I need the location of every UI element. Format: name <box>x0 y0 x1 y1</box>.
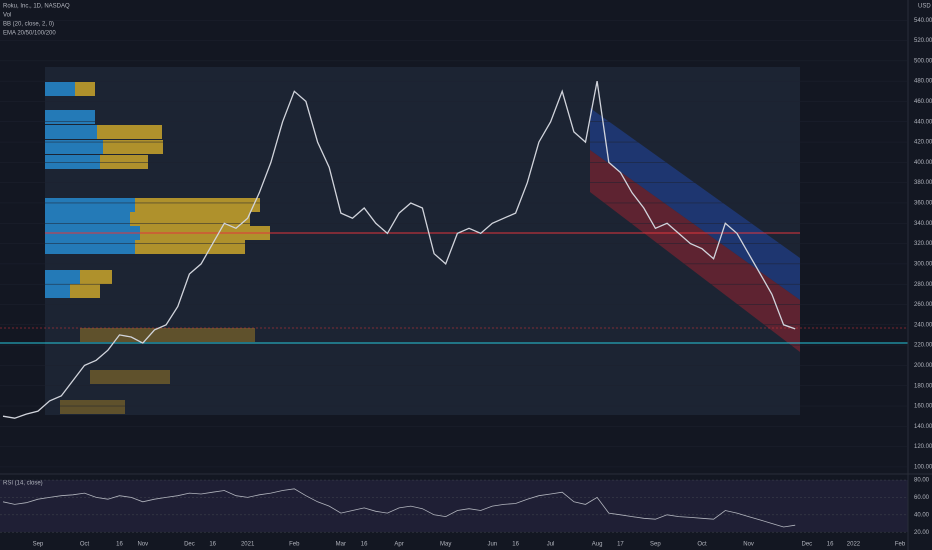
x-tick-label: 17 <box>617 542 624 548</box>
y-tick-label: 480.00 <box>914 79 932 85</box>
y-tick-label: 300.00 <box>914 261 932 267</box>
x-tick-label: Aug <box>592 542 603 548</box>
currency: USD <box>918 4 931 10</box>
indicator-label: EMA 20/50/100/200 <box>3 31 56 37</box>
y-tick-label: 120.00 <box>914 444 932 450</box>
y-tick-label: 320.00 <box>914 241 932 247</box>
x-tick-label: 16 <box>116 542 123 548</box>
price-line <box>2 80 796 419</box>
indicator-label: BB (20, close, 2, 0) <box>3 22 54 28</box>
y-tick-label: 280.00 <box>914 282 932 288</box>
y-tick-label: 400.00 <box>914 160 932 166</box>
x-tick-label: Jun <box>487 542 497 548</box>
x-tick-label: Sep <box>33 542 44 548</box>
y-tick-label: 220.00 <box>914 343 932 349</box>
y-tick-label: 200.00 <box>914 363 932 369</box>
profile-bar <box>45 110 95 124</box>
y-tick-label: 100.00 <box>914 465 932 471</box>
profile-bar <box>45 212 130 226</box>
y-tick-label: 460.00 <box>914 99 932 105</box>
rsi-band <box>0 480 908 532</box>
profile-bar <box>100 155 148 169</box>
y-tick-label: 20.00 <box>914 530 930 536</box>
x-tick-label: Nov <box>743 542 754 548</box>
y-tick-label: 40.00 <box>914 512 930 518</box>
x-tick-label: 16 <box>827 542 834 548</box>
x-tick-label: Mar <box>336 542 346 548</box>
x-tick-label: 16 <box>209 542 216 548</box>
x-tick-label: Oct <box>697 542 707 548</box>
y-tick-label: 260.00 <box>914 302 932 308</box>
profile-bar <box>130 212 250 226</box>
y-tick-label: 540.00 <box>914 18 932 24</box>
x-tick-label: Dec <box>184 542 195 548</box>
rsi-title: RSI (14, close) <box>3 481 43 487</box>
profile-bar <box>75 82 95 96</box>
x-tick-label: Dec <box>802 542 813 548</box>
x-tick-label: 2021 <box>241 542 255 548</box>
x-tick-label: May <box>440 542 451 548</box>
x-tick-label: Jul <box>547 542 555 548</box>
profile-bar <box>45 284 70 298</box>
x-tick-label: Nov <box>137 542 148 548</box>
volume-profile <box>45 82 270 414</box>
profile-bar <box>45 270 80 284</box>
profile-bar <box>45 125 100 139</box>
profile-bar <box>90 370 170 384</box>
x-tick-label: Sep <box>650 542 661 548</box>
profile-bar <box>135 198 260 212</box>
y-tick-label: 140.00 <box>914 424 932 430</box>
profile-bar <box>45 140 103 154</box>
y-tick-label: 160.00 <box>914 404 932 410</box>
profile-bar <box>45 198 135 212</box>
profile-bar <box>135 240 245 254</box>
profile-bar <box>97 125 162 139</box>
indicator-label: Vol <box>3 13 11 19</box>
y-tick-label: 240.00 <box>914 322 932 328</box>
x-tick-label: 16 <box>361 542 368 548</box>
profile-bar <box>70 284 100 298</box>
profile-bar <box>45 82 75 96</box>
profile-bar <box>80 270 112 284</box>
profile-bar <box>45 240 135 254</box>
y-tick-label: 180.00 <box>914 383 932 389</box>
profile-bar <box>45 155 100 169</box>
price-line <box>2 488 796 528</box>
x-tick-label: Oct <box>80 542 90 548</box>
profile-bar <box>103 140 163 154</box>
y-tick-label: 520.00 <box>914 38 932 44</box>
x-tick-label: 2022 <box>847 542 861 548</box>
y-tick-label: 340.00 <box>914 221 932 227</box>
y-tick-label: 60.00 <box>914 495 930 501</box>
x-tick-label: Feb <box>289 542 300 548</box>
y-tick-label: 80.00 <box>914 478 930 484</box>
x-tick-label: Feb <box>895 542 906 548</box>
channel-lower <box>590 150 800 352</box>
y-tick-label: 440.00 <box>914 119 932 125</box>
y-tick-label: 420.00 <box>914 140 932 146</box>
y-tick-label: 360.00 <box>914 201 932 207</box>
profile-bar <box>80 328 255 342</box>
y-tick-label: 500.00 <box>914 58 932 64</box>
x-tick-label: 16 <box>512 542 519 548</box>
profile-bar <box>60 400 125 414</box>
chart-title: Roku, Inc., 1D, NASDAQ <box>3 4 70 10</box>
x-tick-label: Apr <box>394 542 403 548</box>
y-tick-label: 380.00 <box>914 180 932 186</box>
